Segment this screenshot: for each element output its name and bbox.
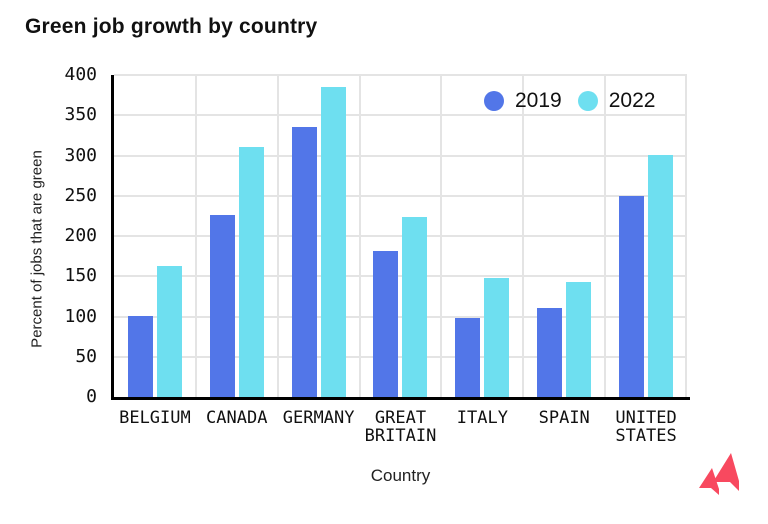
x-axis-line <box>111 397 690 400</box>
bar-2022 <box>156 265 182 397</box>
x-tick-line: BELGIUM <box>119 408 191 428</box>
bar-group <box>360 75 442 397</box>
x-tick-label: CANADA <box>196 409 278 427</box>
x-tick-line: GERMANY <box>282 408 355 428</box>
bar-2022 <box>566 281 592 397</box>
bar-group <box>196 75 278 397</box>
bar-2019 <box>127 315 153 397</box>
y-tick-label: 300 <box>64 144 97 166</box>
bar-2019 <box>209 215 235 397</box>
x-tick-line: ITALY <box>456 408 508 428</box>
bar-2019 <box>373 250 399 397</box>
bar-2019 <box>455 318 481 397</box>
legend: 2019 2022 <box>484 89 655 113</box>
legend-label: 2019 <box>515 89 562 112</box>
gridline-horizontal <box>114 194 687 197</box>
logo-shapes <box>699 453 739 495</box>
gridline-vertical <box>194 75 197 397</box>
gridline-vertical <box>604 75 607 397</box>
legend-swatch-icon <box>577 91 598 111</box>
x-tick-line: SPAIN <box>538 408 590 428</box>
x-tick-label: GREAT BRITAIN <box>360 409 442 445</box>
x-tick-line: CANADA <box>206 408 268 428</box>
logo-flag-large <box>713 453 739 491</box>
bar-2019 <box>537 307 563 397</box>
y-tick-label: 150 <box>64 265 97 287</box>
y-tick-label: 400 <box>64 64 97 85</box>
y-tick-label: 50 <box>75 345 97 367</box>
legend-item-2019: 2019 <box>484 89 562 113</box>
x-tick-line: GREAT <box>374 408 427 428</box>
bar-group <box>441 75 523 397</box>
bar-2019 <box>619 195 645 397</box>
gridline-vertical <box>358 75 361 397</box>
gridline-vertical <box>522 75 525 397</box>
gridline-horizontal <box>114 235 687 237</box>
bar-2022 <box>238 147 264 397</box>
x-tick-line: UNITED <box>615 408 677 428</box>
gridline-horizontal <box>114 154 687 157</box>
x-axis-title: Country <box>370 466 431 485</box>
gridline-vertical <box>276 75 279 397</box>
x-tick-label: UNITED STATES <box>605 409 687 445</box>
bar-2022 <box>484 277 510 397</box>
x-tick-label: BELGIUM <box>114 409 196 427</box>
gridline-horizontal <box>114 315 687 318</box>
bar-2019 <box>291 127 317 397</box>
y-tick-label: 350 <box>64 104 97 126</box>
y-tick-label: 100 <box>64 305 97 327</box>
gridline-horizontal <box>114 355 687 358</box>
gridline-vertical <box>685 75 687 397</box>
x-tick-line: STATES <box>615 426 677 446</box>
bar-group <box>605 75 687 397</box>
y-axis-line <box>111 75 114 400</box>
chart-title: Green job growth by country <box>25 15 318 38</box>
bar-2022 <box>402 216 428 397</box>
x-tick-label: SPAIN <box>523 409 605 427</box>
bar-group <box>523 75 605 397</box>
logo-flag-small <box>699 468 719 495</box>
y-tick-label: 250 <box>64 184 97 206</box>
gridline-horizontal <box>114 74 687 76</box>
x-tick-line: BRITAIN <box>364 426 437 446</box>
y-tick-label: 200 <box>64 225 97 246</box>
bar-group <box>114 75 196 397</box>
bar-group <box>278 75 360 397</box>
legend-label: 2022 <box>608 89 656 112</box>
gridline-horizontal <box>114 275 687 278</box>
y-tick-label: 0 <box>86 386 97 407</box>
gridline-vertical <box>440 75 443 397</box>
bar-2022 <box>648 154 674 397</box>
bar-2022 <box>320 87 346 397</box>
x-tick-label: ITALY <box>441 409 523 427</box>
legend-item-2022: 2022 <box>577 89 656 113</box>
legend-swatch-icon <box>484 91 504 111</box>
plot-area <box>114 74 687 397</box>
brand-logo-icon <box>699 453 739 495</box>
x-tick-label: GERMANY <box>278 409 360 427</box>
gridline-horizontal <box>114 114 687 117</box>
